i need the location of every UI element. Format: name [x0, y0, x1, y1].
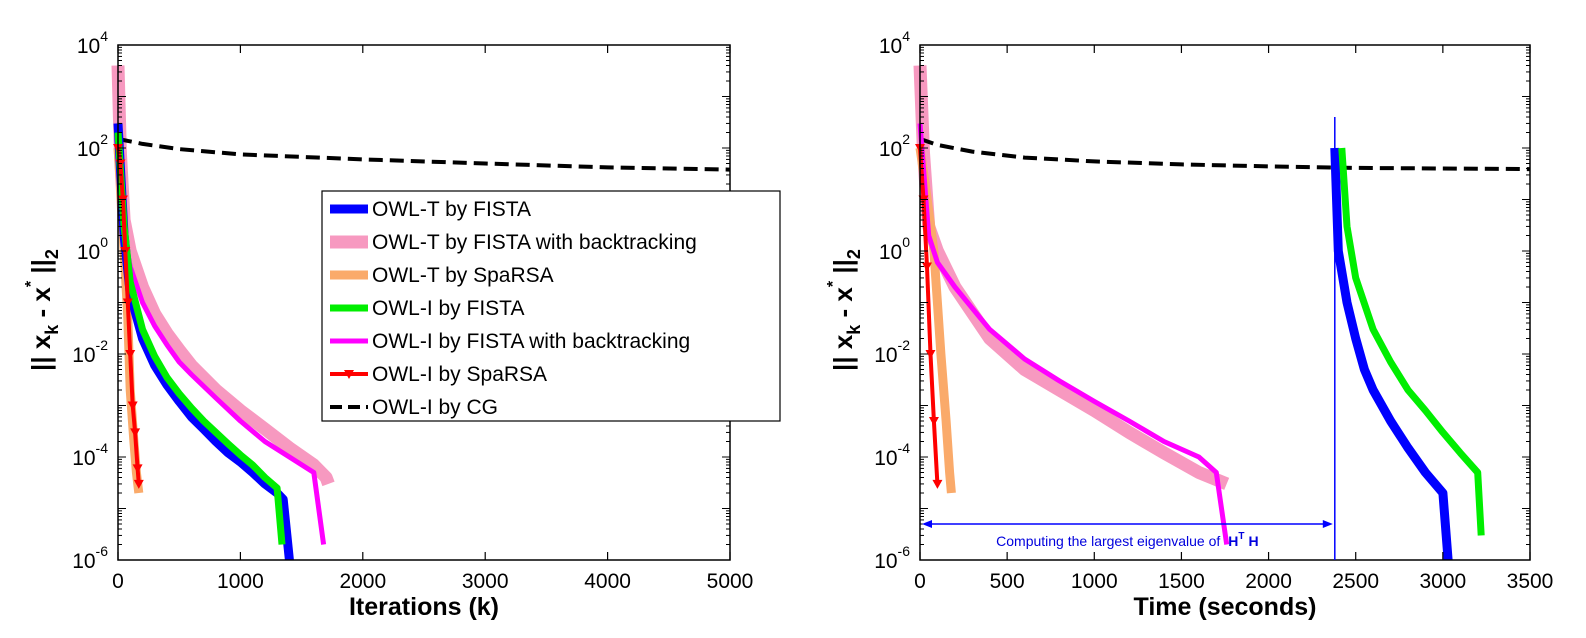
- eigenvalue-annotation-text: Computing the largest eigenvalue of HT H: [996, 531, 1259, 549]
- right-series-owl-i-by-fista: [1338, 147, 1485, 536]
- right-x-ticks: 0 500 1000 1500 2000 2500 3000 3500: [914, 45, 1553, 593]
- legend-label-owl-i-by-fista-with-backtracking: OWL-I by FISTA with backtracking: [372, 330, 690, 353]
- right-sparsa-marker: [932, 479, 943, 489]
- left-y-axis-label: || xk - x* ||2: [23, 249, 62, 371]
- y-tick-label: 10-2: [72, 337, 108, 367]
- legend-label-owl-i-by-fista: OWL-I by FISTA: [372, 297, 524, 320]
- y-tick-label: 10-2: [874, 337, 910, 367]
- legend-box: [321, 190, 781, 422]
- left-x-axis-label: Iterations (k): [349, 593, 499, 621]
- left-sparsa-marker: [133, 479, 144, 489]
- left-sparsa-marker: [122, 298, 133, 308]
- x-tick-label: 0: [914, 570, 926, 593]
- left-series-owl-i-by-fista-with-backtracking: [115, 123, 327, 545]
- eigenvalue-arrowhead-left: [922, 520, 932, 529]
- left-sparsa-marker: [127, 401, 138, 411]
- eigenvalue-arrowhead-right: [1322, 520, 1333, 529]
- y-tick-label: 102: [77, 131, 108, 161]
- right-panel: 0 500 1000 1500 2000 2500 3000 3500 10-610-410-…: [825, 28, 1553, 621]
- right-sparsa-marker: [921, 262, 932, 272]
- x-tick-label: 2500: [1332, 570, 1379, 593]
- legend-label-owl-t-by-fista: OWL-T by FISTA: [372, 198, 531, 221]
- left-series-owl-i-by-sparsa: [116, 147, 141, 485]
- x-tick-label: 500: [990, 570, 1025, 593]
- x-tick-label: 3000: [1419, 570, 1466, 593]
- legend-label-owl-t-by-sparsa: OWL-T by SpaRSA: [372, 264, 554, 287]
- legend-label-owl-i-by-sparsa: OWL-I by SpaRSA: [372, 363, 547, 386]
- left-sparsa-marker: [132, 464, 143, 474]
- right-series-owl-t-by-fista-with-backtracking: [913, 65, 1230, 490]
- x-tick-label: 0: [112, 570, 124, 593]
- y-tick-label: 100: [879, 234, 910, 264]
- x-tick-label: 2000: [339, 570, 386, 593]
- x-tick-label: 3000: [462, 570, 509, 593]
- x-tick-label: 5000: [707, 570, 754, 593]
- left-series-group: [111, 65, 731, 561]
- left-sparsa-marker: [130, 428, 141, 438]
- right-series-owl-i-by-fista-with-backtracking: [917, 123, 1230, 545]
- legend-marker-sparsa: [344, 370, 354, 379]
- y-tick-label: 10-4: [72, 440, 108, 470]
- left-series-owl-t-by-fista-with-backtracking: [111, 65, 335, 487]
- x-tick-label: 1000: [217, 570, 264, 593]
- right-sparsa-marker: [928, 417, 939, 427]
- legend-label-owl-i-by-cg: OWL-I by CG: [372, 396, 498, 419]
- right-sparsa-marker: [925, 350, 936, 359]
- x-tick-label: 4000: [584, 570, 631, 593]
- y-tick-label: 100: [77, 234, 108, 264]
- y-tick-label: 10-6: [874, 543, 910, 573]
- left-sparsa-marker: [125, 350, 136, 359]
- y-tick-label: 104: [77, 28, 108, 58]
- legend-label-owl-t-by-fista-with-backtracking: OWL-T by FISTA with backtracking: [372, 231, 697, 254]
- right-x-axis-label: Time (seconds): [1134, 593, 1317, 621]
- right-series-owl-i-by-cg: [919, 137, 1531, 172]
- x-tick-label: 1500: [1158, 570, 1205, 593]
- y-tick-label: 104: [879, 28, 910, 58]
- left-series-owl-i-by-cg: [117, 136, 731, 172]
- legend: OWL-T by FISTA OWL-T by FISTA with backtr…: [321, 190, 781, 422]
- right-y-ticks: 10-6 10-4 10-2 100 102 104: [874, 28, 1530, 573]
- right-series-group: [913, 65, 1531, 561]
- y-tick-label: 10-6: [72, 543, 108, 573]
- left-series-owl-t-by-fista: [113, 123, 294, 561]
- left-panel: 0 1000 2000 3000 4000 5000 10-6 10-4 10-2 100 102…: [23, 28, 781, 621]
- x-tick-label: 2000: [1245, 570, 1292, 593]
- x-tick-label: 1000: [1071, 570, 1118, 593]
- y-tick-label: 102: [879, 131, 910, 161]
- right-series-owl-t-by-fista: [1330, 147, 1453, 561]
- x-tick-label: 3500: [1507, 570, 1554, 593]
- left-x-ticks: 0 1000 2000 3000 4000 5000: [112, 45, 753, 593]
- eigenvalue-annotation: Computing the largest eigenvalue of HT H: [922, 117, 1336, 560]
- right-series-owl-i-by-sparsa: [918, 147, 940, 485]
- y-tick-label: 10-4: [874, 440, 910, 470]
- right-y-axis-label: || xk - x* ||2: [825, 249, 864, 371]
- left-series-owl-i-by-fista: [114, 132, 286, 545]
